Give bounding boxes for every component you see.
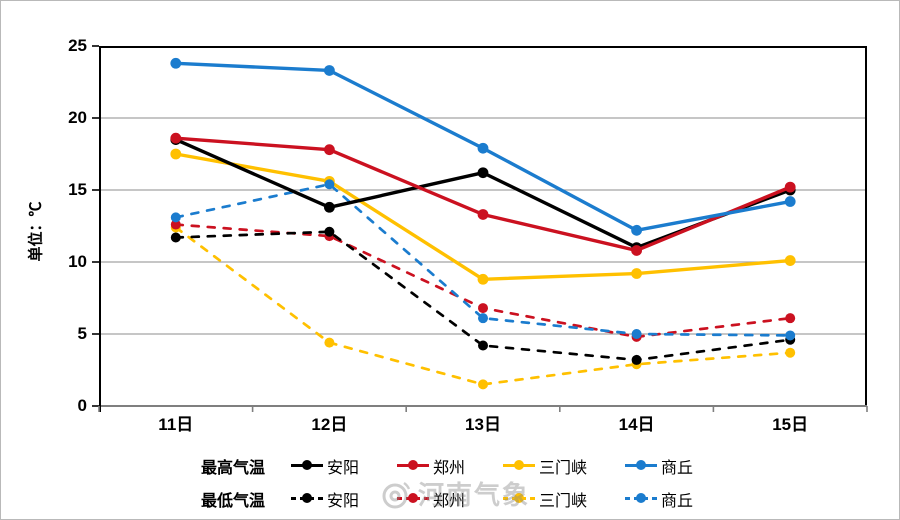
plot-area xyxy=(92,45,868,412)
y-axis-tick-label: 5 xyxy=(77,324,87,343)
x-axis-tick-label: 12日 xyxy=(311,415,348,434)
data-point xyxy=(784,255,796,266)
legend-marker-dot xyxy=(302,460,312,470)
legend-item-安阳: 安阳 xyxy=(291,454,359,478)
legend-line-sample xyxy=(291,493,323,504)
data-point xyxy=(324,337,335,348)
legend-line-sample xyxy=(397,493,430,504)
legend-line-sample xyxy=(625,460,658,471)
legend-item-label: 郑州 xyxy=(433,492,466,510)
series-最高气温-郑州 xyxy=(170,132,796,256)
legend-group-label: 最高气温 xyxy=(201,459,266,477)
data-point xyxy=(785,313,796,324)
series-最低气温-安阳 xyxy=(170,226,796,365)
y-axis-tick-label: 20 xyxy=(68,108,87,127)
series-line xyxy=(174,136,792,253)
legend-item-label: 商丘 xyxy=(661,459,694,477)
data-point xyxy=(631,245,642,256)
legend-item-郑州: 郑州 xyxy=(397,487,465,511)
x-axis-tick-label: 14日 xyxy=(618,415,655,434)
data-point xyxy=(477,209,489,220)
series-line xyxy=(174,137,792,250)
data-point xyxy=(631,268,642,279)
series-line xyxy=(174,182,792,337)
data-point xyxy=(784,181,796,193)
data-point xyxy=(324,65,335,76)
legend-line-sample xyxy=(625,493,658,504)
legend-item-label: 三门峡 xyxy=(539,492,588,510)
legend-item-label: 商丘 xyxy=(661,492,694,510)
data-point xyxy=(785,330,796,341)
series-最高气温-三门峡 xyxy=(170,148,796,285)
legend-line-sample xyxy=(503,493,536,504)
legend-item-商丘: 商丘 xyxy=(625,454,693,478)
data-point xyxy=(324,226,335,237)
legend-item-三门峡: 三门峡 xyxy=(503,454,587,478)
data-point xyxy=(477,167,489,179)
data-point xyxy=(478,313,488,324)
data-point xyxy=(477,142,489,154)
legend-line-sample xyxy=(397,460,430,471)
y-axis-tick-label: 10 xyxy=(68,252,87,271)
x-axis-tick-label: 15日 xyxy=(772,415,809,434)
legend-marker-dot xyxy=(302,493,312,503)
data-point xyxy=(631,224,642,236)
data-point xyxy=(478,340,488,351)
y-axis-tick-label: 0 xyxy=(77,396,87,415)
legend-item-label: 郑州 xyxy=(433,459,466,477)
x-axis-tick-label: 13日 xyxy=(465,415,501,434)
data-point xyxy=(170,219,181,230)
legend-item-label: 三门峡 xyxy=(539,459,588,477)
data-point xyxy=(170,148,182,160)
legend-line-sample xyxy=(503,460,536,471)
legend-row: 最低气温 安阳 郑州 三门峡 商丘 xyxy=(201,482,731,515)
legend-row: 最高气温 安阳 郑州 三门峡 商丘 xyxy=(201,449,731,482)
data-point xyxy=(324,179,335,190)
series-最低气温-商丘 xyxy=(170,179,796,341)
data-point xyxy=(784,196,796,207)
legend-marker-dot xyxy=(408,460,419,470)
data-point xyxy=(324,201,335,213)
data-point xyxy=(170,132,182,144)
data-point xyxy=(478,303,488,314)
legend-marker-dot xyxy=(636,460,647,470)
data-point xyxy=(170,232,181,243)
y-axis-title: 单位：℃ xyxy=(27,201,45,262)
legend-marker-dot xyxy=(408,493,419,503)
legend-item-商丘: 商丘 xyxy=(625,487,693,511)
legend: 最高气温 安阳 郑州 三门峡 商丘 最低气温 安阳 郑州 三门峡 商丘 xyxy=(201,449,731,515)
data-point xyxy=(631,354,642,365)
data-point xyxy=(785,347,796,358)
series-最高气温-商丘 xyxy=(170,57,796,236)
legend-marker-dot xyxy=(514,460,525,470)
data-point xyxy=(324,144,335,156)
y-axis-tick-label: 25 xyxy=(68,36,87,55)
legend-item-安阳: 安阳 xyxy=(291,487,359,511)
data-point xyxy=(170,212,181,223)
legend-marker-dot xyxy=(636,493,647,503)
data-point xyxy=(170,57,182,69)
data-point xyxy=(631,329,642,339)
legend-item-三门峡: 三门峡 xyxy=(503,487,587,511)
legend-marker-dot xyxy=(514,493,525,503)
x-axis-tick-label: 11日 xyxy=(158,415,194,434)
y-axis-tick-label: 15 xyxy=(68,180,87,199)
legend-item-label: 安阳 xyxy=(327,492,360,510)
data-point xyxy=(478,379,488,390)
legend-group-label: 最低气温 xyxy=(201,492,266,510)
data-point xyxy=(477,273,489,285)
series-line xyxy=(174,230,792,362)
legend-item-label: 安阳 xyxy=(327,459,360,477)
legend-item-郑州: 郑州 xyxy=(397,454,465,478)
legend-line-sample xyxy=(291,460,323,471)
